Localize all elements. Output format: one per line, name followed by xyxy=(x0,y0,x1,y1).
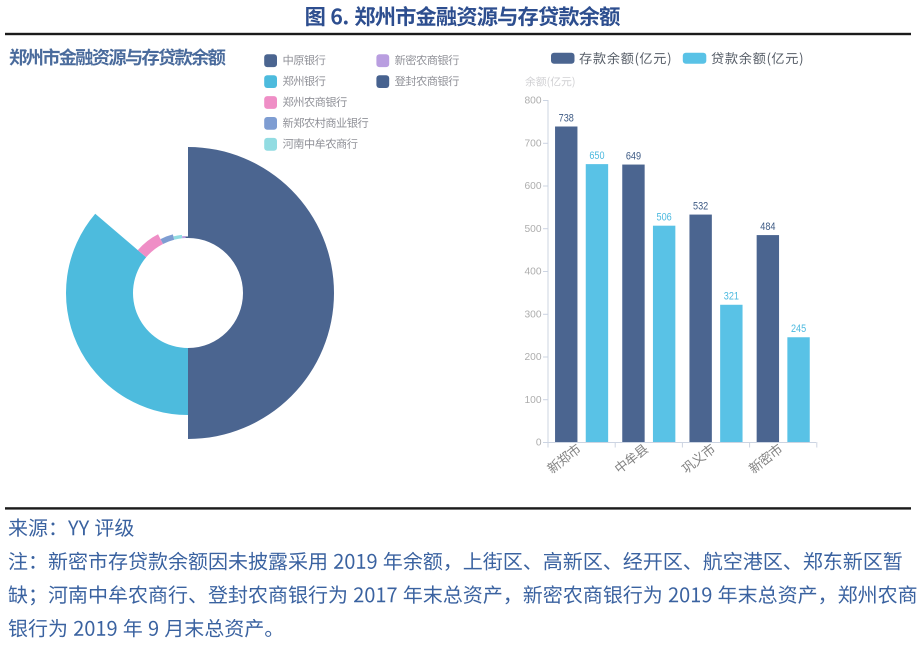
svg-text:200: 200 xyxy=(525,352,542,363)
svg-text:506: 506 xyxy=(657,211,672,223)
svg-text:484: 484 xyxy=(760,221,775,233)
svg-text:738: 738 xyxy=(559,112,574,124)
svg-text:800: 800 xyxy=(525,96,542,107)
svg-text:100: 100 xyxy=(525,395,542,406)
svg-text:245: 245 xyxy=(791,323,806,335)
svg-text:321: 321 xyxy=(724,291,739,303)
svg-text:600: 600 xyxy=(525,181,542,192)
svg-text:400: 400 xyxy=(525,267,542,278)
svg-text:700: 700 xyxy=(525,138,542,149)
svg-text:300: 300 xyxy=(525,309,542,320)
svg-text:650: 650 xyxy=(589,150,604,162)
svg-text:0: 0 xyxy=(536,438,542,449)
svg-text:649: 649 xyxy=(626,150,641,162)
svg-text:500: 500 xyxy=(525,224,542,235)
svg-text:532: 532 xyxy=(693,200,708,212)
